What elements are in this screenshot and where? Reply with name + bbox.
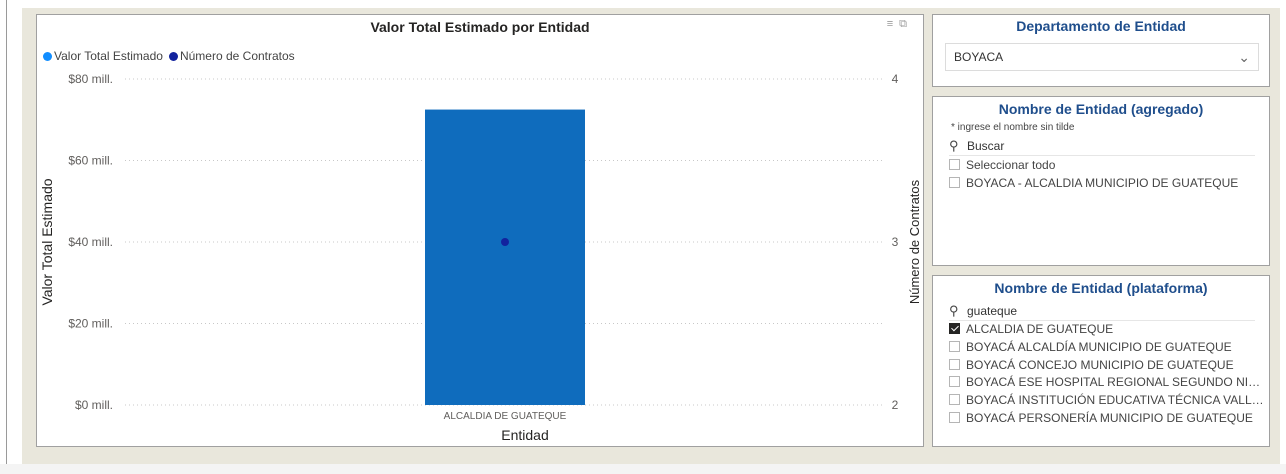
bottom-band [0, 464, 1286, 474]
dropdown-value: BOYACA [954, 50, 1004, 64]
slicer-option[interactable]: BOYACÁ ESE HOSPITAL REGIONAL SEGUNDO NIV… [949, 374, 1265, 391]
chart-title: Valor Total Estimado por Entidad [370, 19, 590, 35]
y-tick-label: $20 mill. [68, 317, 113, 331]
legend-dot-icon [168, 52, 178, 61]
search-placeholder: Buscar [967, 139, 1005, 153]
legend-dot-icon [43, 52, 52, 61]
option-label: BOYACÁ PERSONERÍA MUNICIPIO DE GUATEQUE [966, 411, 1253, 425]
y2-tick-label: 3 [892, 235, 899, 249]
checkbox-icon[interactable] [949, 176, 960, 188]
chart-legend: Valor Total Estimado Número de Contratos [43, 49, 295, 63]
slicer-title: Nombre de Entidad (plataforma) [994, 280, 1208, 296]
y-tick-label: $60 mill. [68, 154, 113, 168]
slicer-hint: * ingrese el nombre sin tilde [951, 122, 1075, 133]
checkbox-icon[interactable] [949, 412, 960, 423]
checkbox-icon[interactable] [949, 159, 960, 170]
option-label: BOYACA - ALCALDIA MUNICIPIO DE GUATEQUE [966, 175, 1239, 190]
bar [425, 109, 585, 405]
chart-visual[interactable]: $0 mill. $20 mill. $40 mill. $60 mill. $80 m… [36, 14, 924, 447]
search-value: guateque [967, 304, 1018, 318]
option-label: BOYACÁ ALCALDÍA MUNICIPIO DE GUATEQUE [966, 339, 1232, 354]
slicer-departamento: Departamento de Entidad BOYACA ⌄ [932, 14, 1270, 87]
checkbox-icon[interactable] [949, 376, 960, 388]
y2-axis-title: Número de Contratos [907, 179, 922, 304]
legend-item-valor[interactable]: Valor Total Estimado [43, 49, 163, 63]
option-label: BOYACÁ ESE HOSPITAL REGIONAL SEGUNDO NIV… [966, 375, 1265, 390]
checkbox-icon[interactable] [949, 358, 960, 370]
left-border-line [6, 0, 7, 474]
slicer-option[interactable]: BOYACÁ PERSONERÍA MUNICIPIO DE GUATEQUE [949, 410, 1265, 427]
search-icon: ⚲ [949, 303, 959, 318]
data-point [501, 238, 509, 246]
filter-icon[interactable]: ≡ [886, 18, 900, 30]
y-tick-label: $40 mill. [68, 235, 113, 249]
x-axis-title: Entidad [501, 427, 548, 443]
option-label: ALCALDIA DE GUATEQUE [966, 322, 1114, 336]
chart-canvas: $0 mill. $20 mill. $40 mill. $60 mill. $80 m… [39, 72, 922, 443]
chevron-down-icon: ⌄ [1238, 49, 1250, 65]
checkbox-checked-icon[interactable] [949, 323, 960, 334]
y-axis-title: Valor Total Estimado [39, 178, 55, 305]
slicer-option[interactable]: BOYACA - ALCALDIA MUNICIPIO DE GUATEQUE [949, 175, 1265, 192]
slicer-option[interactable]: Seleccionar todo [949, 157, 1265, 174]
option-label: BOYACÁ CONCEJO MUNICIPIO DE GUATEQUE [966, 357, 1234, 372]
visual-header-icons: ≡⧉ [887, 18, 913, 31]
slicer-option[interactable]: BOYACÁ INSTITUCIÓN EDUCATIVA TÉCNICA VAL… [949, 392, 1265, 409]
option-label: Seleccionar todo [966, 158, 1056, 172]
option-label: BOYACÁ INSTITUCIÓN EDUCATIVA TÉCNICA VAL… [966, 393, 1265, 408]
slicer-option[interactable]: BOYACÁ CONCEJO MUNICIPIO DE GUATEQUE [949, 357, 1265, 374]
y-tick-label: $80 mill. [68, 72, 113, 86]
search-icon: ⚲ [949, 138, 959, 153]
legend-label: Valor Total Estimado [54, 49, 163, 63]
checkbox-icon[interactable] [949, 394, 960, 406]
checkbox-icon[interactable] [949, 340, 960, 352]
slicer-entidad-agregado: Nombre de Entidad (agregado) * ingrese e… [932, 96, 1270, 266]
slicer-entidad-plataforma: Nombre de Entidad (plataforma) ⚲ guateque… [932, 275, 1270, 447]
legend-label: Número de Contratos [179, 49, 295, 63]
slicer-title: Nombre de Entidad (agregado) [998, 101, 1204, 117]
slicer-option[interactable]: BOYACÁ ALCALDÍA MUNICIPIO DE GUATEQUE [949, 339, 1265, 356]
x-tick-label: ALCALDIA DE GUATEQUE [444, 411, 567, 422]
y2-tick-label: 4 [892, 72, 899, 86]
y2-tick-label: 2 [892, 398, 899, 412]
slicer-title: Departamento de Entidad [1016, 18, 1186, 34]
search-input[interactable]: ⚲ guateque [949, 302, 1255, 321]
departamento-dropdown[interactable]: BOYACA ⌄ [945, 43, 1259, 71]
y-tick-label: $0 mill. [75, 398, 113, 412]
search-input[interactable]: ⚲ Buscar [949, 137, 1255, 156]
legend-item-contratos[interactable]: Número de Contratos [168, 49, 295, 63]
slicer-option[interactable]: ALCALDIA DE GUATEQUE [949, 321, 1265, 338]
focus-mode-icon[interactable]: ⧉ [899, 18, 913, 30]
